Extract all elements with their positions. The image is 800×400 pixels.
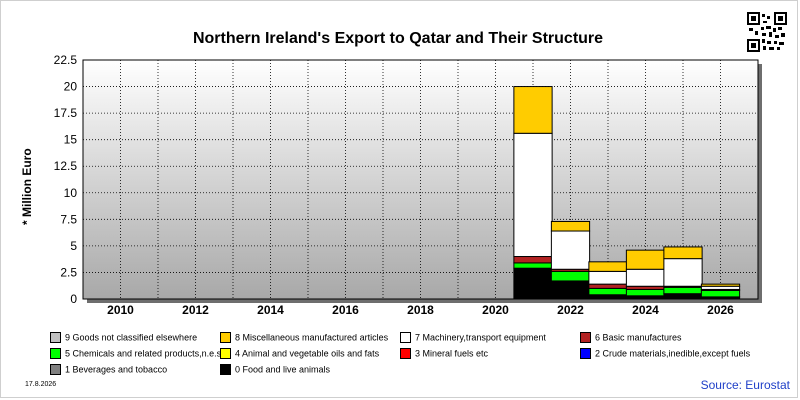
source-link[interactable]: Source: Eurostat (700, 378, 790, 392)
legend-item: 4 Animal and vegetable oils and fats (220, 348, 380, 360)
legend-swatch (50, 332, 61, 344)
legend: 9 Goods not classified elsewhere 8 Miscel… (50, 332, 790, 378)
legend-swatch (580, 348, 591, 360)
chart-title: Northern Ireland's Export to Qatar and T… (192, 30, 604, 47)
legend-item: 3 Mineral fuels etc (400, 348, 489, 360)
legend-item: 2 Crude materials,inedible,except fuels (580, 348, 751, 360)
bar-segment (663, 246, 703, 260)
grid-lines (83, 59, 758, 300)
bar-segment (513, 262, 553, 269)
y-tick-label: 2.5 (60, 265, 77, 279)
legend-swatch (220, 348, 231, 360)
legend-swatch (580, 332, 591, 344)
bar-segment (700, 283, 741, 287)
legend-swatch (50, 364, 61, 376)
bar-segment (588, 283, 628, 289)
legend-label: 5 Chemicals and related products,n.e.s. (65, 348, 224, 359)
legend-swatch (400, 348, 411, 360)
bar-segment (663, 258, 703, 287)
bar-segment (550, 270, 591, 282)
legend-swatch (50, 348, 61, 360)
legend-swatch (220, 364, 231, 376)
y-axis-label: * Million Euro (20, 148, 34, 225)
x-axis-ticks: 2010 2012 2014 2016 2018 2020 2022 2024 2026 (107, 303, 734, 317)
x-tick-label: 2014 (257, 303, 284, 317)
legend-item: 7 Machinery,transport equipment (400, 332, 546, 344)
x-tick-label: 2012 (182, 303, 209, 317)
legend-label: 2 Crude materials,inedible,except fuels (595, 348, 751, 359)
legend-swatch (220, 332, 231, 344)
legend-item: 0 Food and live animals (220, 364, 331, 376)
legend-label: 4 Animal and vegetable oils and fats (235, 348, 380, 359)
bar-segment (588, 270, 628, 285)
bar-segment (588, 261, 628, 272)
y-tick-label: 7.5 (60, 212, 77, 226)
y-tick-label: 12.5 (54, 159, 78, 173)
y-tick-label: 0 (70, 292, 77, 306)
bar-segment (625, 268, 666, 287)
bar-segment (550, 230, 591, 270)
x-tick-label: 2010 (107, 303, 134, 317)
x-tick-label: 2018 (407, 303, 434, 317)
legend-swatch (400, 332, 411, 344)
legend-item: 6 Basic manufactures (580, 332, 682, 344)
bar-segment (513, 132, 553, 258)
y-axis-ticks: 22.5 20 17.5 15 12.5 10 7.5 5 2.5 0 (54, 53, 78, 306)
y-tick-label: 22.5 (54, 53, 78, 67)
legend-label: 9 Goods not classified elsewhere (65, 332, 198, 343)
plot-border (82, 59, 759, 300)
legend-label: 8 Miscellaneous manufactured articles (235, 332, 389, 343)
bar-segment (513, 267, 553, 300)
bar-segment (550, 280, 591, 300)
bar-segment (663, 286, 703, 295)
legend-label: 7 Machinery,transport equipment (415, 332, 546, 343)
bar-segment (625, 249, 666, 270)
bar-segment (588, 287, 628, 296)
x-tick-label: 2026 (707, 303, 734, 317)
y-tick-label: 17.5 (54, 106, 78, 120)
y-tick-label: 20 (64, 80, 78, 94)
bar-segment (550, 220, 591, 232)
legend-item: 1 Beverages and tobacco (50, 364, 168, 376)
legend-label: 3 Mineral fuels etc (415, 348, 489, 359)
y-tick-label: 10 (64, 186, 78, 200)
qr-code-icon (747, 12, 787, 52)
legend-item: 5 Chemicals and related products,n.e.s. (50, 348, 224, 360)
bar-segment (513, 86, 553, 134)
y-tick-label: 15 (64, 133, 78, 147)
bar-segment (513, 256, 553, 264)
x-tick-label: 2016 (332, 303, 359, 317)
legend-item: 9 Goods not classified elsewhere (50, 332, 198, 344)
legend-label: 6 Basic manufactures (595, 332, 682, 343)
legend-label: 1 Beverages and tobacco (65, 364, 168, 375)
bar-segment (663, 293, 703, 300)
bar-segment (625, 288, 666, 297)
x-tick-label: 2022 (557, 303, 584, 317)
y-tick-label: 5 (70, 239, 77, 253)
bar-segment (588, 294, 628, 300)
x-tick-label: 2020 (482, 303, 509, 317)
legend-item: 8 Miscellaneous manufactured articles (220, 332, 389, 344)
x-tick-label: 2024 (632, 303, 659, 317)
legend-label: 0 Food and live animals (235, 364, 331, 375)
bar-segment (700, 290, 741, 298)
date-stamp: 17.8.2026 (25, 381, 57, 388)
